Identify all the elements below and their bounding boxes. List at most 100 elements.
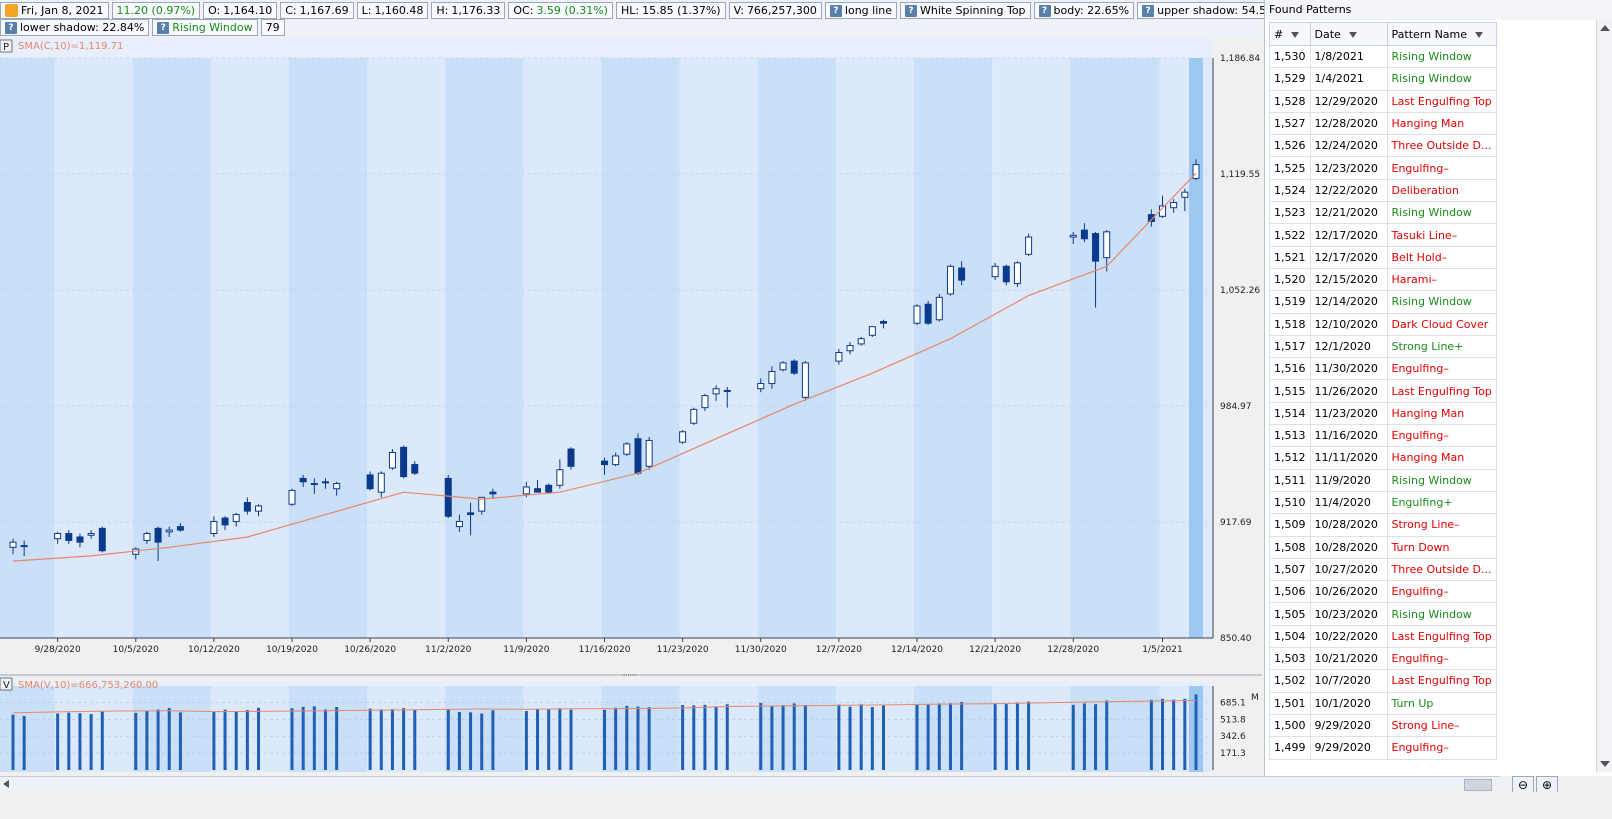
candle-body[interactable] bbox=[400, 446, 408, 478]
column-header-date[interactable]: Date bbox=[1309, 22, 1388, 46]
volume-bar[interactable] bbox=[178, 712, 182, 770]
candle-body[interactable] bbox=[567, 448, 575, 467]
volume-bar[interactable] bbox=[1105, 700, 1109, 770]
table-row[interactable]: 1,526 12/24/2020 Three Outside D... bbox=[1269, 134, 1497, 158]
chart-area[interactable]: 1,186.84 1,119.55 1,052.26 984.97 917.69 850.… bbox=[0, 36, 1263, 790]
scroll-thumb[interactable] bbox=[1464, 779, 1492, 791]
candle-body[interactable] bbox=[76, 536, 84, 543]
info-cell-11[interactable]: ? body: 22.65% bbox=[1033, 2, 1135, 19]
volume-bar[interactable] bbox=[446, 709, 450, 770]
table-row[interactable]: 1,503 10/21/2020 Engulfing– bbox=[1269, 647, 1497, 671]
candle-body[interactable] bbox=[377, 472, 385, 493]
volume-bar[interactable] bbox=[603, 709, 606, 770]
table-row[interactable]: 1,517 12/1/2020 Strong Line+ bbox=[1269, 334, 1497, 359]
volume-bar[interactable] bbox=[1094, 704, 1098, 770]
volume-bar[interactable] bbox=[993, 703, 997, 770]
candle-body[interactable] bbox=[556, 469, 564, 486]
candle-body[interactable] bbox=[1080, 229, 1088, 240]
candle-body[interactable] bbox=[1025, 236, 1033, 255]
question-mark-icon[interactable]: ? bbox=[157, 21, 170, 34]
volume-bar[interactable] bbox=[323, 709, 327, 770]
volume-bar[interactable] bbox=[402, 708, 406, 770]
candle-body[interactable] bbox=[545, 484, 553, 493]
volume-bar[interactable] bbox=[491, 710, 495, 770]
volume-bar[interactable] bbox=[725, 704, 729, 770]
candle-body[interactable] bbox=[612, 455, 620, 466]
table-row[interactable]: 1,514 11/23/2020 Hanging Man bbox=[1269, 401, 1497, 426]
table-row[interactable]: 1,509 10/28/2020 Strong Line– bbox=[1269, 513, 1497, 537]
candle-body[interactable] bbox=[98, 527, 106, 552]
candle-body[interactable] bbox=[20, 545, 28, 548]
volume-bar[interactable] bbox=[870, 707, 874, 770]
volume-bar[interactable] bbox=[647, 707, 651, 770]
table-row[interactable]: 1,519 12/14/2020 Rising Window bbox=[1269, 290, 1497, 314]
volume-bar[interactable] bbox=[245, 710, 249, 770]
volume-bar[interactable] bbox=[625, 705, 629, 770]
table-row[interactable]: 1,512 11/11/2020 Hanging Man bbox=[1269, 446, 1497, 470]
candle-body[interactable] bbox=[868, 326, 876, 336]
table-row[interactable]: 1,501 10/1/2020 Turn Up bbox=[1269, 691, 1497, 715]
candle-body[interactable] bbox=[143, 533, 151, 541]
volume-bar[interactable] bbox=[234, 711, 238, 770]
table-row[interactable]: 1,511 11/9/2020 Rising Window bbox=[1269, 468, 1497, 492]
candle-body[interactable] bbox=[1103, 231, 1111, 259]
candle-body[interactable] bbox=[388, 452, 396, 469]
candle-body[interactable] bbox=[835, 352, 843, 362]
candle-body[interactable] bbox=[65, 533, 73, 541]
table-row[interactable]: 1,530 1/8/2021 Rising Window bbox=[1269, 44, 1497, 69]
table-row[interactable]: 1,522 12/17/2020 Tasuki Line– bbox=[1269, 223, 1497, 247]
candle-body[interactable] bbox=[1147, 214, 1155, 222]
candle-body[interactable] bbox=[790, 360, 798, 374]
volume-bar[interactable] bbox=[558, 708, 562, 770]
table-row[interactable]: 1,521 12/17/2020 Belt Hold– bbox=[1269, 245, 1497, 269]
table-row[interactable]: 1,510 11/4/2020 Engulfing+ bbox=[1269, 490, 1497, 515]
volume-bar[interactable] bbox=[56, 713, 60, 770]
orange-square-icon[interactable] bbox=[5, 4, 18, 17]
question-mark-icon[interactable]: ? bbox=[829, 4, 842, 17]
table-row[interactable]: 1,516 11/30/2020 Engulfing– bbox=[1269, 357, 1497, 381]
table-row[interactable]: 1,513 11/16/2020 Engulfing– bbox=[1269, 424, 1497, 448]
volume-bar[interactable] bbox=[524, 710, 528, 770]
candle-body[interactable] bbox=[757, 383, 765, 390]
volume-bar[interactable] bbox=[1027, 701, 1031, 770]
volume-bar[interactable] bbox=[469, 712, 473, 770]
question-mark-icon[interactable]: ? bbox=[1038, 4, 1051, 17]
volume-bar[interactable] bbox=[413, 709, 417, 770]
candle-body[interactable] bbox=[221, 517, 229, 526]
patterns-table[interactable]: # Date Pattern Name 1,530 1/8/2021 Rising … bbox=[1269, 22, 1497, 760]
candle-body[interactable] bbox=[489, 491, 497, 495]
volume-bar[interactable] bbox=[223, 709, 227, 770]
candle-body[interactable] bbox=[534, 488, 542, 493]
candle-body[interactable] bbox=[478, 496, 486, 512]
candle-body[interactable] bbox=[701, 395, 709, 409]
candle-body[interactable] bbox=[1092, 233, 1100, 262]
table-row[interactable]: 1,518 12/10/2020 Dark Cloud Cover bbox=[1269, 312, 1497, 336]
candle-body[interactable] bbox=[54, 533, 62, 540]
candle-body[interactable] bbox=[712, 388, 720, 395]
volume-bar[interactable] bbox=[1194, 694, 1198, 770]
volume-bar[interactable] bbox=[78, 713, 82, 770]
candle-body[interactable] bbox=[333, 483, 341, 490]
volume-bar[interactable] bbox=[692, 705, 696, 770]
candle-body[interactable] bbox=[411, 464, 419, 474]
volume-bar[interactable] bbox=[1149, 699, 1153, 770]
volume-bar[interactable] bbox=[960, 702, 964, 770]
candle-body[interactable] bbox=[243, 501, 251, 512]
candle-body[interactable] bbox=[1069, 234, 1077, 238]
candle-body[interactable] bbox=[299, 477, 307, 483]
scroll-left-icon[interactable] bbox=[3, 780, 9, 788]
volume-bar[interactable] bbox=[22, 715, 26, 770]
table-row[interactable]: 1,507 10/27/2020 Three Outside D... bbox=[1269, 557, 1497, 582]
candle-body[interactable] bbox=[1013, 262, 1021, 285]
volume-bar[interactable] bbox=[89, 714, 93, 770]
table-row[interactable]: 1,502 10/7/2020 Last Engulfing Top bbox=[1269, 669, 1497, 693]
info-cell-9[interactable]: ? long line bbox=[824, 2, 898, 19]
table-row[interactable]: 1,523 12/21/2020 Rising Window bbox=[1269, 201, 1497, 225]
volume-bar[interactable] bbox=[1161, 698, 1165, 770]
info2-cell-1[interactable]: ? Rising Window bbox=[152, 19, 258, 36]
table-row[interactable]: 1,508 10/28/2020 Turn Down bbox=[1269, 535, 1497, 559]
volume-bar[interactable] bbox=[792, 703, 796, 770]
volume-bar[interactable] bbox=[703, 704, 707, 770]
volume-bar[interactable] bbox=[335, 707, 339, 770]
candle-body[interactable] bbox=[522, 486, 530, 495]
